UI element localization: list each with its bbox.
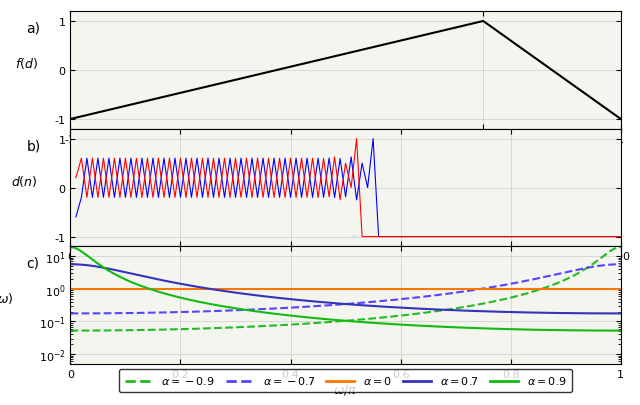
Y-axis label: $P(\omega)$: $P(\omega)$	[0, 290, 14, 305]
Legend: $\alpha = -0.9$, $\alpha = -0.7$, $\alpha = 0$, $\alpha = 0.7$, $\alpha = 0.9$: $\alpha = -0.9$, $\alpha = -0.7$, $\alph…	[119, 369, 572, 392]
Text: a): a)	[26, 21, 40, 36]
X-axis label: $d$: $d$	[313, 147, 323, 161]
Text: c): c)	[26, 256, 40, 270]
Y-axis label: $f(d)$: $f(d)$	[15, 56, 38, 71]
Y-axis label: $d(n)$: $d(n)$	[11, 173, 37, 188]
Text: $\alpha$: $\alpha$	[478, 151, 488, 164]
X-axis label: $n$: $n$	[341, 264, 350, 277]
Text: b): b)	[26, 139, 40, 153]
X-axis label: $\omega/\pi$: $\omega/\pi$	[333, 382, 358, 396]
